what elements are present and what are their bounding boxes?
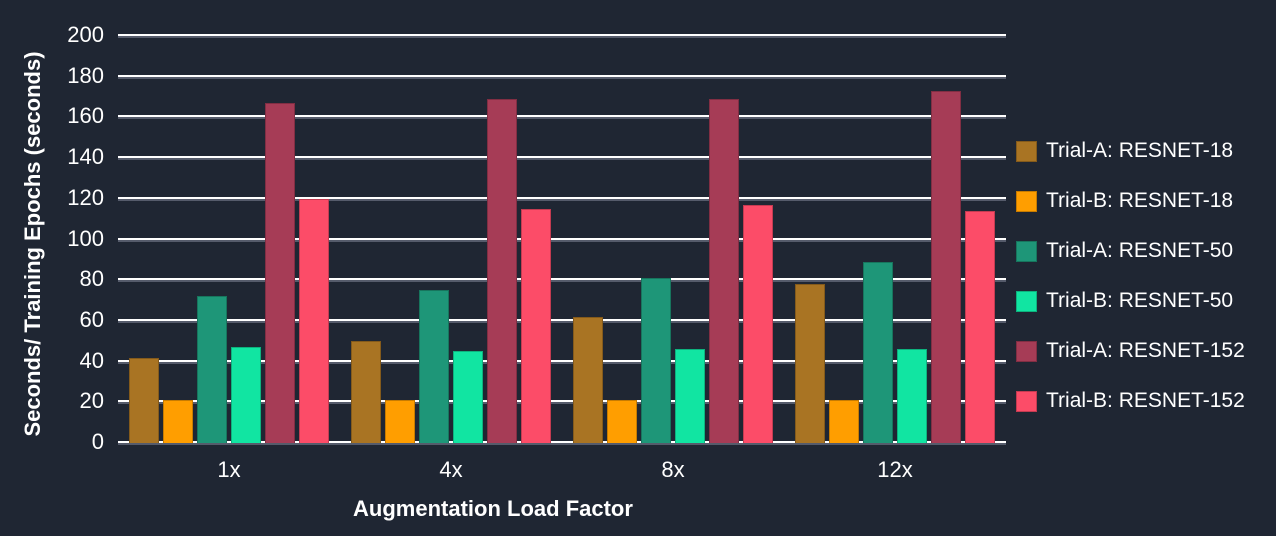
gridline-120 [118,196,1006,199]
bar-trial-b-resnet-50-8x [675,349,705,443]
gridline-160 [118,115,1006,118]
bar-trial-a-resnet-50-12x [863,261,893,443]
bar-trial-b-resnet-18-1x [163,400,193,443]
bar-trial-b-resnet-152-8x [743,204,773,443]
y-tick-label-120: 120 [67,184,104,210]
legend-item-trial-b-resnet-18: Trial-B: RESNET-18 [1016,187,1245,215]
bar-trial-a-resnet-50-8x [641,278,671,443]
gridline-200 [118,34,1006,36]
x-tick-label-1x: 1x [217,457,241,482]
bar-trial-a-resnet-152-4x [487,99,517,443]
gridline-60 [118,318,1006,321]
bar-trial-b-resnet-50-4x [453,351,483,443]
bar-trial-a-resnet-18-8x [573,316,603,443]
bar-trial-b-resnet-18-8x [607,400,637,443]
legend-label-trial-b-resnet-50: Trial-B: RESNET-50 [1046,289,1234,312]
gridline-0 [118,441,1006,443]
y-tick-label-80: 80 [79,266,104,292]
bar-group-4x [340,36,562,443]
y-tick-label-140: 140 [67,144,104,170]
bar-group-8x [562,36,784,443]
bar-trial-a-resnet-152-8x [709,99,739,443]
gridline-80 [118,278,1006,281]
y-tick-label-200: 200 [67,22,104,47]
bars-layer [118,36,1006,443]
legend-swatch-trial-b-resnet-50 [1016,290,1037,312]
bar-group-1x [118,36,340,443]
x-tick-label-12x: 12x [877,457,913,482]
legend-item-trial-a-resnet-18: Trial-A: RESNET-18 [1016,137,1245,165]
bar-trial-a-resnet-50-4x [419,290,449,443]
bar-trial-a-resnet-18-12x [795,284,825,443]
bar-trial-b-resnet-18-12x [829,400,859,443]
legend-swatch-trial-a-resnet-50 [1016,240,1037,262]
y-tick-label-40: 40 [79,347,104,373]
legend-label-trial-a-resnet-18: Trial-A: RESNET-18 [1046,139,1234,162]
y-tick-label-180: 180 [67,62,104,88]
bar-trial-b-resnet-50-1x [231,347,261,443]
bar-trial-a-resnet-50-1x [197,296,227,443]
y-tick-label-20: 20 [79,388,104,414]
legend-label-trial-a-resnet-50: Trial-A: RESNET-50 [1046,239,1234,262]
bar-trial-b-resnet-152-12x [965,211,995,443]
bar-trial-b-resnet-152-1x [299,198,329,443]
legend-swatch-trial-b-resnet-152 [1016,390,1037,412]
legend: Trial-A: RESNET-18 Trial-B: RESNET-18 Tria… [1016,137,1245,437]
y-tick-label-0: 0 [91,429,104,454]
gridline-180 [118,74,1006,77]
x-axis-title: Augmentation Load Factor [353,496,633,521]
bar-trial-a-resnet-18-1x [129,357,159,443]
gridline-20 [118,400,1006,403]
bar-trial-a-resnet-152-12x [931,90,961,443]
y-tick-label-100: 100 [67,225,104,251]
bar-trial-b-resnet-152-4x [521,208,551,443]
legend-label-trial-a-resnet-152: Trial-A: RESNET-152 [1046,339,1245,362]
gridline-140 [118,156,1006,159]
x-tick-label-4x: 4x [439,457,463,482]
bar-trial-b-resnet-50-12x [897,349,927,443]
bar-trial-b-resnet-18-4x [385,400,415,443]
x-tick-label-8x: 8x [661,457,685,482]
legend-swatch-trial-a-resnet-152 [1016,340,1037,362]
legend-label-trial-b-resnet-152: Trial-B: RESNET-152 [1046,389,1245,412]
legend-item-trial-b-resnet-50: Trial-B: RESNET-50 [1016,287,1245,315]
legend-item-trial-b-resnet-152: Trial-B: RESNET-152 [1016,387,1245,415]
legend-item-trial-a-resnet-50: Trial-A: RESNET-50 [1016,237,1245,265]
legend-label-trial-b-resnet-18: Trial-B: RESNET-18 [1046,189,1234,212]
y-tick-label-60: 60 [79,306,104,332]
bar-trial-a-resnet-152-1x [265,103,295,443]
y-tick-label-160: 160 [67,103,104,129]
legend-item-trial-a-resnet-152: Trial-A: RESNET-152 [1016,337,1245,365]
legend-swatch-trial-a-resnet-18 [1016,140,1037,162]
gridline-40 [118,359,1006,362]
legend-swatch-trial-b-resnet-18 [1016,190,1037,212]
gridline-100 [118,237,1006,240]
bar-group-12x [784,36,1006,443]
plot-area [118,34,1006,443]
bar-trial-a-resnet-18-4x [351,341,381,443]
